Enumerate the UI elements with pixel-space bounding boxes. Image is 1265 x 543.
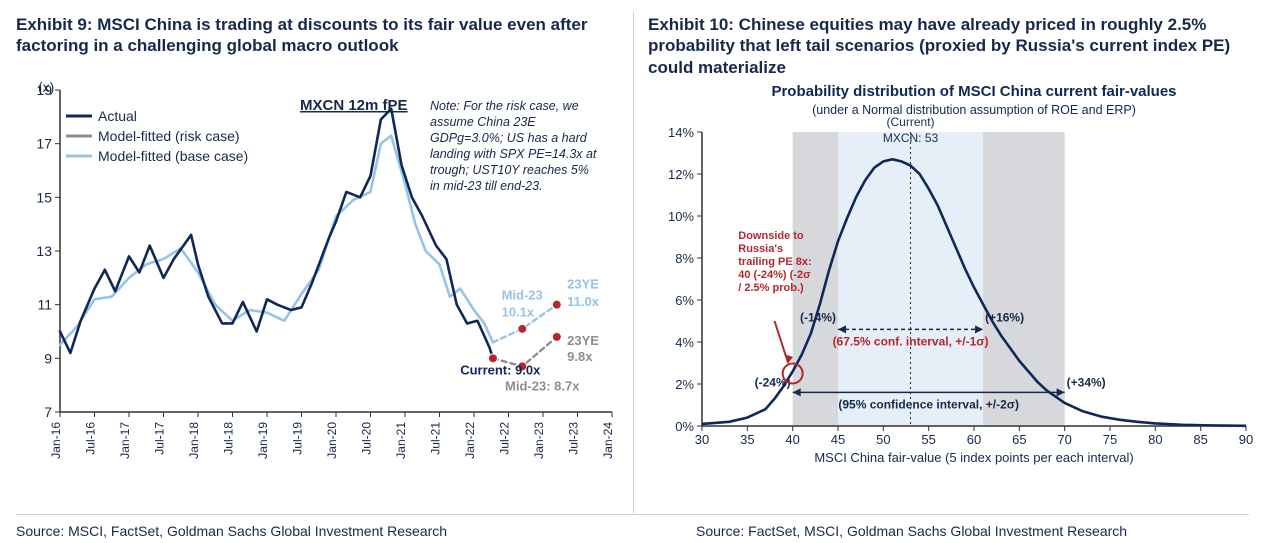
svg-text:45: 45	[831, 432, 845, 447]
svg-text:(+16%): (+16%)	[985, 310, 1024, 324]
svg-text:13: 13	[36, 243, 52, 259]
svg-text:MSCI China fair-value (5 index: MSCI China fair-value (5 index points pe…	[814, 450, 1133, 465]
svg-text:7: 7	[44, 404, 52, 420]
svg-text:in mid-23 till end-23.: in mid-23 till end-23.	[430, 179, 543, 193]
svg-text:40: 40	[785, 432, 799, 447]
svg-text:23YE: 23YE	[567, 277, 599, 292]
svg-text:10.1x: 10.1x	[502, 305, 535, 320]
svg-text:assume China 23E: assume China 23E	[430, 115, 536, 129]
svg-text:9.8x: 9.8x	[567, 349, 593, 364]
exhibit10-panel: Exhibit 10: Chinese equities may have al…	[648, 14, 1256, 533]
svg-text:MXCN: 53: MXCN: 53	[883, 131, 939, 145]
svg-text:11.0x: 11.0x	[567, 294, 600, 309]
svg-text:Jul-21: Jul-21	[429, 422, 443, 455]
svg-text:(x): (x)	[38, 79, 54, 95]
svg-text:Jan-18: Jan-18	[187, 422, 201, 459]
svg-text:23YE: 23YE	[567, 333, 599, 348]
exhibit10-chart: Probability distribution of MSCI China c…	[648, 78, 1256, 533]
svg-text:6%: 6%	[675, 293, 694, 308]
svg-text:Jan-16: Jan-16	[49, 422, 63, 459]
svg-text:17: 17	[36, 136, 52, 152]
svg-text:Jan-19: Jan-19	[256, 422, 270, 459]
svg-text:/ 2.5% prob.): / 2.5% prob.)	[738, 282, 804, 294]
svg-text:85: 85	[1193, 432, 1207, 447]
svg-text:8%: 8%	[675, 251, 694, 266]
svg-text:Downside to: Downside to	[738, 230, 804, 242]
exhibit9-source: Source: MSCI, FactSet, Goldman Sachs Glo…	[16, 523, 447, 539]
svg-text:(95% confidence interval, +/-2: (95% confidence interval, +/-2σ)	[838, 397, 1019, 411]
svg-text:80: 80	[1148, 432, 1162, 447]
svg-text:Jul-23: Jul-23	[567, 422, 581, 455]
exhibit9-chart: 791113151719(x)Jan-16Jul-16Jan-17Jul-17J…	[16, 78, 624, 533]
svg-text:Jul-16: Jul-16	[84, 422, 98, 455]
svg-text:Jan-20: Jan-20	[325, 422, 339, 459]
svg-text:30: 30	[695, 432, 709, 447]
svg-text:Russia's: Russia's	[738, 243, 783, 255]
svg-text:0%: 0%	[675, 419, 694, 434]
svg-text:14%: 14%	[668, 125, 694, 140]
svg-text:55: 55	[921, 432, 935, 447]
svg-text:40 (-24%) (-2σ: 40 (-24%) (-2σ	[738, 269, 811, 281]
svg-text:MXCN 12m fPE: MXCN 12m fPE	[300, 97, 408, 114]
svg-text:10%: 10%	[668, 209, 694, 224]
svg-text:12%: 12%	[668, 167, 694, 182]
svg-text:4%: 4%	[675, 335, 694, 350]
svg-text:Jul-17: Jul-17	[153, 422, 167, 455]
svg-text:Current: 9.0x: Current: 9.0x	[460, 362, 541, 377]
exhibit9-panel: Exhibit 9: MSCI China is trading at disc…	[16, 14, 624, 533]
svg-text:Jul-18: Jul-18	[222, 422, 236, 455]
svg-text:(Current): (Current)	[887, 115, 935, 129]
svg-text:(67.5% conf. interval, +/-1σ): (67.5% conf. interval, +/-1σ)	[833, 334, 989, 348]
svg-text:2%: 2%	[675, 377, 694, 392]
svg-text:Jul-20: Jul-20	[360, 422, 374, 455]
svg-text:Jan-24: Jan-24	[601, 422, 615, 459]
svg-text:(-14%): (-14%)	[800, 310, 836, 324]
svg-text:Note: For the risk case, we: Note: For the risk case, we	[430, 99, 579, 113]
svg-text:75: 75	[1103, 432, 1117, 447]
svg-text:trailing PE 8x:: trailing PE 8x:	[738, 256, 811, 268]
svg-text:60: 60	[967, 432, 981, 447]
svg-text:Mid-23: 8.7x: Mid-23: 8.7x	[505, 379, 580, 394]
svg-text:(-24%): (-24%)	[755, 375, 791, 389]
svg-text:Jul-19: Jul-19	[291, 422, 305, 455]
svg-text:9: 9	[44, 350, 52, 366]
exhibit10-source: Source: FactSet, MSCI, Goldman Sachs Glo…	[696, 523, 1127, 539]
svg-text:landing with SPX PE=14.3x at: landing with SPX PE=14.3x at	[430, 147, 597, 161]
svg-text:Model-fitted (risk case): Model-fitted (risk case)	[98, 128, 240, 144]
svg-text:Probability distribution of MS: Probability distribution of MSCI China c…	[771, 83, 1176, 100]
svg-text:35: 35	[740, 432, 754, 447]
svg-text:Jan-22: Jan-22	[463, 422, 477, 459]
svg-text:Jan-17: Jan-17	[118, 422, 132, 459]
svg-text:Model-fitted (base case): Model-fitted (base case)	[98, 148, 248, 164]
svg-text:11: 11	[37, 297, 52, 313]
svg-text:70: 70	[1057, 432, 1071, 447]
svg-text:(+34%): (+34%)	[1067, 375, 1106, 389]
svg-text:trough; UST10Y reaches 5%: trough; UST10Y reaches 5%	[430, 163, 589, 177]
svg-text:50: 50	[876, 432, 890, 447]
svg-text:65: 65	[1012, 432, 1026, 447]
exhibit9-title: Exhibit 9: MSCI China is trading at disc…	[16, 14, 624, 78]
svg-text:(under a Normal distribution a: (under a Normal distribution assumption …	[812, 103, 1136, 117]
exhibit10-title: Exhibit 10: Chinese equities may have al…	[648, 14, 1256, 78]
panel-divider	[633, 12, 634, 513]
svg-text:Jul-22: Jul-22	[498, 422, 512, 455]
svg-text:Actual: Actual	[98, 108, 137, 124]
svg-text:90: 90	[1239, 432, 1253, 447]
svg-text:GDPg=3.0%; US has a hard: GDPg=3.0%; US has a hard	[430, 131, 588, 145]
svg-text:Jan-21: Jan-21	[394, 422, 408, 459]
svg-text:Mid-23: Mid-23	[502, 287, 543, 302]
svg-text:Jan-23: Jan-23	[532, 422, 546, 459]
source-divider	[16, 514, 1249, 515]
svg-text:15: 15	[36, 189, 52, 205]
